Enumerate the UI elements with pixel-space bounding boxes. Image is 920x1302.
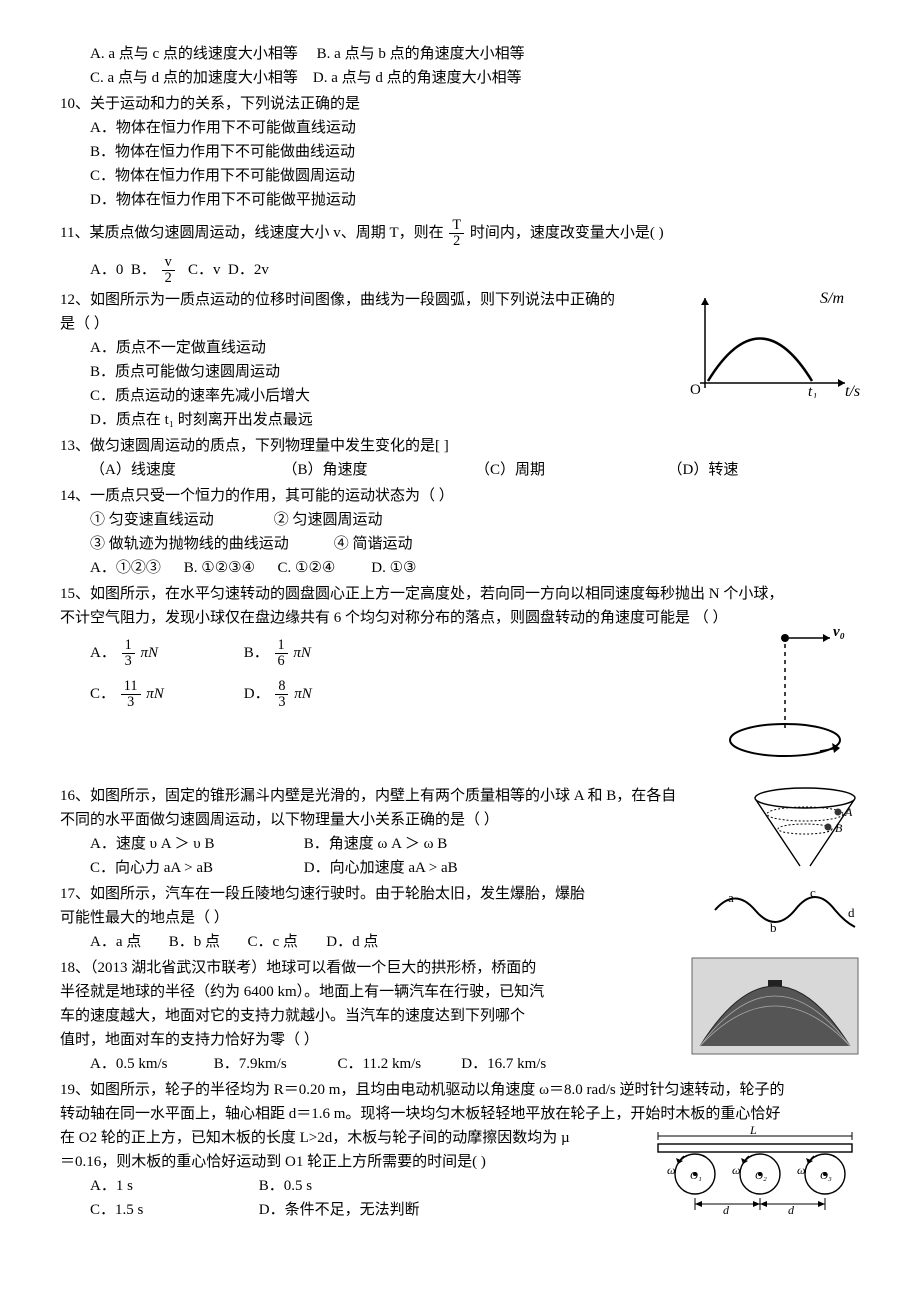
q19-figure: L ω ω ω O₁ O₂ O₃ <box>650 1126 860 1216</box>
q11-stem-b: 时间内，速度改变量大小是( ) <box>470 225 664 241</box>
q11-optC: C．v <box>188 262 221 278</box>
q16-optC: C．向心力 aA > aB <box>90 856 300 880</box>
q19-optB: B．0.5 s <box>259 1178 312 1194</box>
svg-text:b: b <box>770 920 777 935</box>
q11-optB-frac: v 2 <box>162 255 175 286</box>
q16: A B 16、如图所示，固定的锥形漏斗内壁是光滑的，内壁上有两个质量相等的小球 … <box>60 784 860 880</box>
svg-text:O: O <box>690 382 701 398</box>
q19-optD: D．条件不足，无法判断 <box>259 1202 420 1218</box>
svg-text:d: d <box>788 1203 795 1216</box>
q15-figure: v₀ <box>720 620 860 770</box>
q15-optD-pre: D． <box>244 686 270 702</box>
q14-optB: B. ①②③④ <box>184 556 274 580</box>
q11: 11、某质点做匀速圆周运动，线速度大小 v、周期 T，则在 T 2 时间内，速度… <box>60 218 860 286</box>
q15: 15、如图所示，在水平匀速转动的圆盘圆心正上方一定高度处，若向同一方向以相同速度… <box>60 582 860 774</box>
svg-text:t/s: t/s <box>845 383 860 398</box>
svg-text:S/m: S/m <box>820 290 844 307</box>
q16-optB: B．角速度 ω A ＞ ω B <box>304 836 448 852</box>
q17-optC: C．c 点 <box>248 930 323 954</box>
q14-l1a: ① 匀变速直线运动 <box>90 508 270 532</box>
q11-frac: T 2 <box>449 218 464 249</box>
svg-text:v₀: v₀ <box>833 624 845 640</box>
q19-stem2: 转动轴在同一水平面上，轴心相距 d＝1.6 m。现将一块均匀木板轻轻地平放在轮子… <box>60 1102 860 1126</box>
q14-l2a: ③ 做轨迹为抛物线的曲线运动 <box>90 532 330 556</box>
q18-optB: B．7.9km/s <box>214 1052 334 1076</box>
q14-l1b: ② 匀速圆周运动 <box>274 512 383 528</box>
q10-optC: C．物体在恒力作用下不可能做圆周运动 <box>60 164 860 188</box>
q17-optD: D．d 点 <box>326 934 378 950</box>
q10-optA: A．物体在恒力作用下不可能做直线运动 <box>60 116 860 140</box>
svg-text:B: B <box>835 821 843 835</box>
q10: 10、关于运动和力的关系，下列说法正确的是 A．物体在恒力作用下不可能做直线运动… <box>60 92 860 212</box>
q17-optB: B．b 点 <box>169 930 244 954</box>
q16-optA: A．速度 υ A ＞ υ B <box>90 832 300 856</box>
q15-stem1: 15、如图所示，在水平匀速转动的圆盘圆心正上方一定高度处，若向同一方向以相同速度… <box>60 582 860 606</box>
svg-text:ω: ω <box>732 1163 740 1177</box>
svg-text:a: a <box>728 890 734 905</box>
q14: 14、一质点只受一个恒力的作用，其可能的运动状态为（ ） ① 匀变速直线运动 ②… <box>60 484 860 580</box>
q11-optD: D．2v <box>228 262 269 278</box>
q9-optA: A. a 点与 c 点的线速度大小相等 <box>90 46 298 62</box>
q12: S/m t/s t₁ O 12、如图所示为一质点运动的位移时间图像，曲线为一段圆… <box>60 288 860 432</box>
svg-text:O₂: O₂ <box>755 1170 767 1182</box>
q15-optA-pre: A． <box>90 645 116 661</box>
q12-optD: D．质点在 t₁ 时刻离开出发点最远 <box>60 408 860 432</box>
q9-optC: C. a 点与 d 点的加速度大小相等 <box>90 70 298 86</box>
q16-optD: D．向心加速度 aA > aB <box>304 860 458 876</box>
q10-optD: D．物体在恒力作用下不可能做平抛运动 <box>60 188 860 212</box>
q18-optA: A．0.5 km/s <box>90 1052 210 1076</box>
q19-optA: A．1 s <box>90 1174 255 1198</box>
q11-stem-a: 11、某质点做匀速圆周运动，线速度大小 v、周期 T，则在 <box>60 225 444 241</box>
q16-stem1: 16、如图所示，固定的锥形漏斗内壁是光滑的，内壁上有两个质量相等的小球 A 和 … <box>60 784 860 808</box>
svg-text:A: A <box>844 805 853 819</box>
q15-optC-pre: C． <box>90 686 115 702</box>
q14-optA: A．①②③ <box>90 556 180 580</box>
svg-text:L: L <box>749 1126 757 1137</box>
q10-optB: B．物体在恒力作用下不可能做曲线运动 <box>60 140 860 164</box>
svg-text:ω: ω <box>667 1163 675 1177</box>
svg-text:t₁: t₁ <box>808 384 817 398</box>
q9-optD: D. a 点与 d 点的角速度大小相等 <box>313 70 522 86</box>
q17-optA: A．a 点 <box>90 930 165 954</box>
q17-figure: a b c d <box>710 882 860 937</box>
q12-figure: S/m t/s t₁ O <box>680 288 860 398</box>
q16-figure: A B <box>750 784 860 874</box>
q16-stem2: 不同的水平面做匀速圆周运动，以下物理量大小关系正确的是（ ） <box>60 808 860 832</box>
q13-optA: （A）线速度 <box>90 458 245 482</box>
q9: A. a 点与 c 点的线速度大小相等 B. a 点与 b 点的角速度大小相等 … <box>60 42 860 90</box>
q13-optD: （D）转速 <box>668 458 823 482</box>
q18-figure <box>690 956 860 1056</box>
q14-optC: C. ①②④ <box>278 556 368 580</box>
q14-stem: 14、一质点只受一个恒力的作用，其可能的运动状态为（ ） <box>60 484 860 508</box>
svg-text:ω: ω <box>797 1163 805 1177</box>
q9-optB: B. a 点与 b 点的角速度大小相等 <box>317 46 525 62</box>
svg-text:d: d <box>723 1203 730 1216</box>
q19-stem1: 19、如图所示，轮子的半径均为 R＝0.20 m，且均由电动机驱动以角速度 ω＝… <box>60 1078 860 1102</box>
svg-text:O₁: O₁ <box>690 1170 702 1182</box>
q18-optD: D．16.7 km/s <box>461 1056 546 1072</box>
q19: 19、如图所示，轮子的半径均为 R＝0.20 m，且均由电动机驱动以角速度 ω＝… <box>60 1078 860 1222</box>
q19-optC: C．1.5 s <box>90 1198 255 1222</box>
q11-optB-pre: B． <box>131 262 156 278</box>
q17: a b c d 17、如图所示，汽车在一段丘陵地匀速行驶时。由于轮胎太旧，发生爆… <box>60 882 860 954</box>
q11-optA: A．0 <box>90 262 123 278</box>
q13-optB: （B）角速度 <box>283 458 438 482</box>
q14-optD: D. ①③ <box>371 560 416 576</box>
svg-text:c: c <box>810 885 816 900</box>
svg-text:O₃: O₃ <box>820 1170 832 1182</box>
q13-optC: （C）周期 <box>475 458 630 482</box>
q18-optC: C．11.2 km/s <box>338 1052 458 1076</box>
q15-optB-pre: B． <box>244 645 269 661</box>
q18: 18、（2013 湖北省武汉市联考）地球可以看做一个巨大的拱形桥，桥面的 半径就… <box>60 956 860 1076</box>
q13-stem: 13、做匀速圆周运动的质点，下列物理量中发生变化的是[ ] <box>60 434 860 458</box>
q14-l2b: ④ 简谐运动 <box>334 536 413 552</box>
q13: 13、做匀速圆周运动的质点，下列物理量中发生变化的是[ ] （A）线速度 （B）… <box>60 434 860 482</box>
svg-text:d: d <box>848 905 855 920</box>
q10-stem: 10、关于运动和力的关系，下列说法正确的是 <box>60 92 860 116</box>
